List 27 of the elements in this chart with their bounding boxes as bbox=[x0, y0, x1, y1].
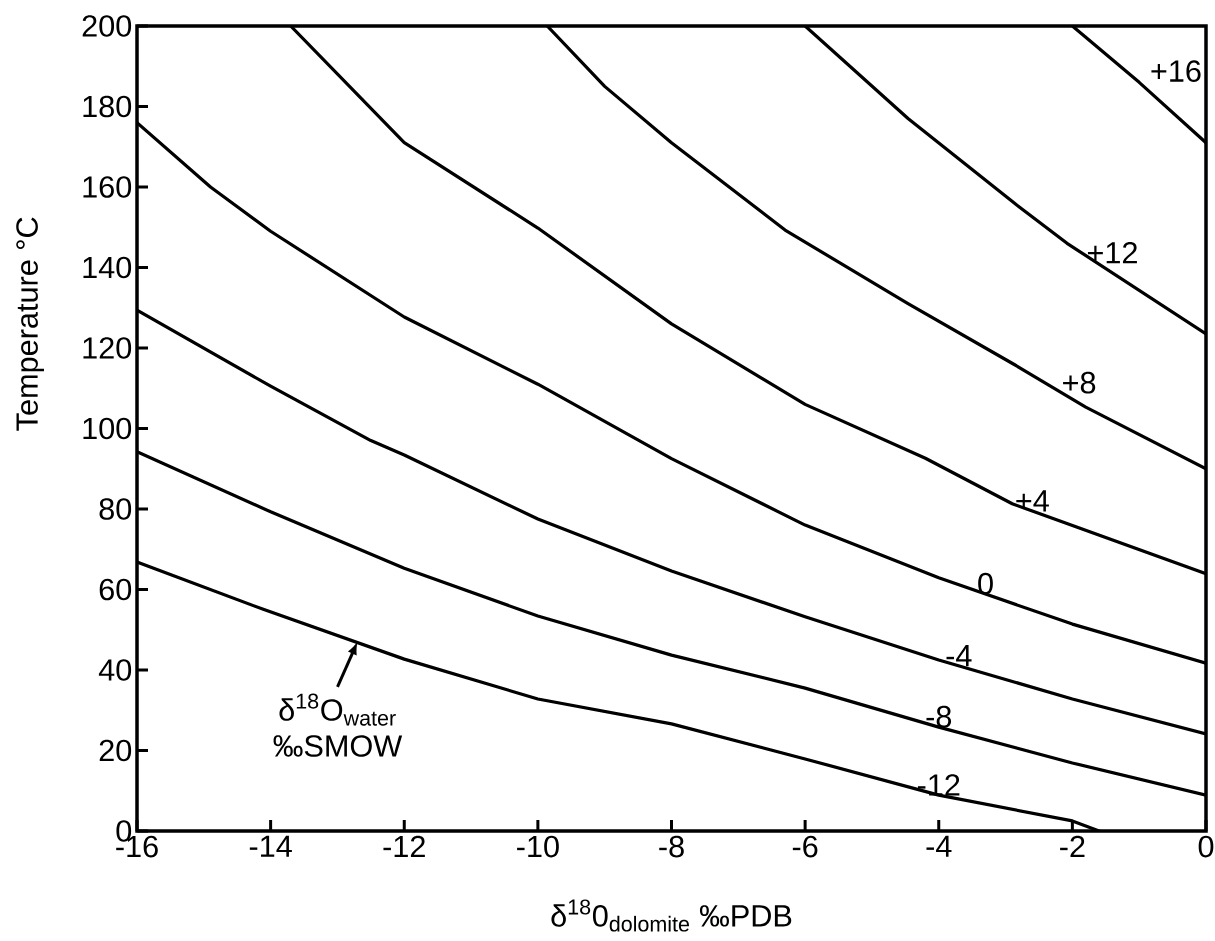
y-axis-title: Temperature °C bbox=[16, 217, 44, 431]
y-tick-label: 200 bbox=[82, 15, 132, 37]
annotation: δ$^{18}$O$_{water}$ ‰SMOW bbox=[273, 693, 403, 757]
y-tick-label: 100 bbox=[83, 417, 132, 440]
series-label: +8 bbox=[1063, 371, 1096, 394]
y-tick-label: 40 bbox=[98, 659, 132, 681]
series-label: -4 bbox=[946, 645, 972, 667]
x-tick-label: -4 bbox=[926, 835, 952, 857]
series-label: +16 bbox=[1151, 60, 1201, 82]
x-tick-label: -8 bbox=[659, 835, 684, 858]
x-tick-label: -6 bbox=[792, 835, 818, 858]
y-tick-label: 140 bbox=[83, 256, 132, 279]
series-label: -8 bbox=[926, 705, 952, 728]
x-tick-label: -2 bbox=[1060, 835, 1085, 858]
y-tick-label: 180 bbox=[83, 95, 132, 118]
x-tick-label: -12 bbox=[383, 835, 425, 858]
y-tick-label: 160 bbox=[83, 176, 132, 198]
y-tick-label: 60 bbox=[99, 578, 132, 601]
series-label: +4 bbox=[1016, 490, 1049, 512]
y-tick-label: 20 bbox=[99, 739, 132, 762]
y-tick-label: 80 bbox=[99, 498, 132, 520]
x-tick-label: -10 bbox=[517, 835, 559, 858]
x-axis-title: δ$^{18}$0$_{dolomite}$ ‰PDB bbox=[551, 899, 792, 932]
y-tick-label: 120 bbox=[83, 337, 132, 359]
x-tick-label: -14 bbox=[249, 835, 292, 857]
x-tick-label: 0 bbox=[1198, 835, 1214, 858]
series-label: +12 bbox=[1087, 241, 1137, 264]
